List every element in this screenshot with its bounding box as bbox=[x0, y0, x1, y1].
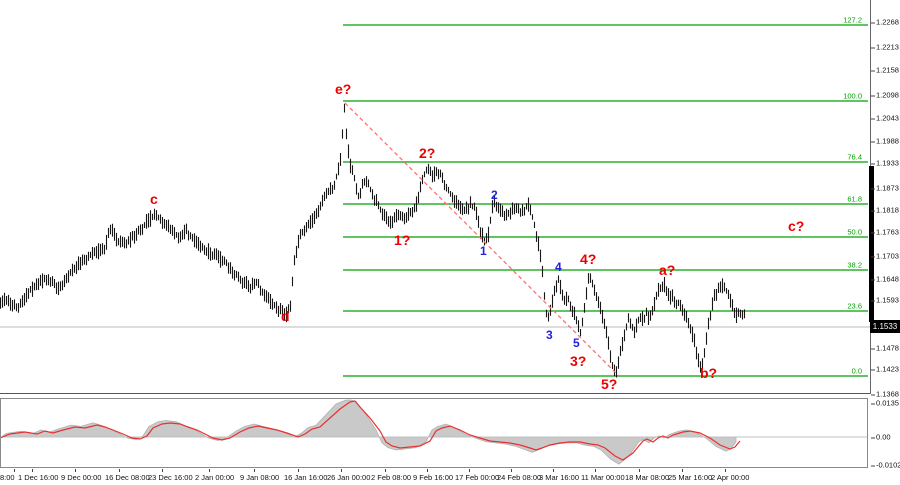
fib-level-label: 23.6 bbox=[847, 302, 862, 311]
price-tick-label: 1.1593 bbox=[871, 296, 899, 305]
time-tick-label: 23 Dec 16:00 bbox=[148, 469, 193, 482]
time-tick-label: 16 Jan 16:00 bbox=[284, 469, 327, 482]
price-chart-canvas[interactable]: 127.2 100.0 76.4 61.8 50.0 38.2 23.6 0.0 bbox=[0, 0, 870, 485]
price-tick-label: 1.2213 bbox=[871, 43, 899, 52]
time-tick-label: 2 Feb 08:00 bbox=[371, 469, 411, 482]
oscillator-tick-label: 0.0135 bbox=[871, 399, 899, 408]
time-tick-label: 18 Mar 08:00 bbox=[625, 469, 669, 482]
time-tick-label: 2 Jan 00:00 bbox=[195, 469, 234, 482]
price-tick-label: 1.1368 bbox=[871, 390, 899, 399]
oscillator-tick-label: -0.01026 bbox=[871, 461, 900, 470]
price-tick-label: 1.1873 bbox=[871, 184, 899, 193]
price-tick-label: 1.2043 bbox=[871, 114, 899, 123]
fib-level-label: 38.2 bbox=[847, 261, 862, 270]
time-tick-label: 11 Mar 00:00 bbox=[581, 469, 625, 482]
time-tick-label: 17 Feb 00:00 bbox=[455, 469, 499, 482]
time-tick-label: 9 Dec 00:00 bbox=[61, 469, 101, 482]
time-tick-label: 25 Mar 16:00 bbox=[668, 469, 712, 482]
price-tick-label: 1.1703 bbox=[871, 252, 899, 261]
price-tick-label: 1.1988 bbox=[871, 137, 899, 146]
fib-level-label: 127.2 bbox=[843, 16, 862, 25]
price-tick-label: 1.1933 bbox=[871, 159, 899, 168]
chart-panel-separator bbox=[0, 393, 870, 394]
time-tick-label: 9 Feb 16:00 bbox=[413, 469, 453, 482]
oscillator-tick-label: 0.00 bbox=[871, 433, 891, 442]
fib-level-label: 100.0 bbox=[843, 92, 862, 101]
oscillator-indicator bbox=[0, 399, 868, 465]
fib-level-label: 76.4 bbox=[847, 153, 862, 162]
current-price-badge: 1.1533 bbox=[870, 320, 900, 333]
axis-scale-bar bbox=[869, 166, 874, 322]
fibonacci-retracement-lines: 127.2 100.0 76.4 61.8 50.0 38.2 23.6 0.0 bbox=[343, 16, 868, 377]
trend-dashed-line bbox=[344, 102, 619, 376]
price-tick-label: 1.2098 bbox=[871, 91, 899, 100]
time-tick-label: 1 Dec 16:00 bbox=[18, 469, 58, 482]
time-tick-label: 24 Feb 08:00 bbox=[497, 469, 541, 482]
fib-level-label: 61.8 bbox=[847, 195, 862, 204]
price-tick-label: 1.1763 bbox=[871, 228, 899, 237]
fib-level-label: 50.0 bbox=[847, 228, 862, 237]
price-tick-label: 1.1648 bbox=[871, 275, 899, 284]
price-tick-label: 1.1818 bbox=[871, 206, 899, 215]
price-bars-series bbox=[0, 103, 746, 378]
time-axis[interactable]: 8:00 1 Dec 16:00 9 Dec 00:00 16 Dec 08:00 23… bbox=[0, 469, 900, 485]
time-tick-label: 2 Apr 00:00 bbox=[711, 469, 749, 482]
time-tick-label: 16 Dec 08:00 bbox=[105, 469, 150, 482]
price-tick-label: 1.2158 bbox=[871, 66, 899, 75]
fib-level-label: 0.0 bbox=[852, 367, 862, 376]
time-tick-label: 26 Jan 00:00 bbox=[327, 469, 370, 482]
price-axis[interactable]: 1.2268 1.2213 1.2158 1.2098 1.2043 1.1988 1.19… bbox=[869, 0, 900, 485]
price-tick-label: 1.1478 bbox=[871, 344, 899, 353]
time-tick-label: 3 Mar 16:00 bbox=[539, 469, 579, 482]
indicator-panel[interactable] bbox=[0, 398, 868, 468]
time-tick-label: 9 Jan 08:00 bbox=[240, 469, 279, 482]
price-tick-label: 1.2268 bbox=[871, 18, 899, 27]
time-tick-label: 8:00 bbox=[0, 469, 15, 482]
price-tick-label: 1.1423 bbox=[871, 365, 899, 374]
